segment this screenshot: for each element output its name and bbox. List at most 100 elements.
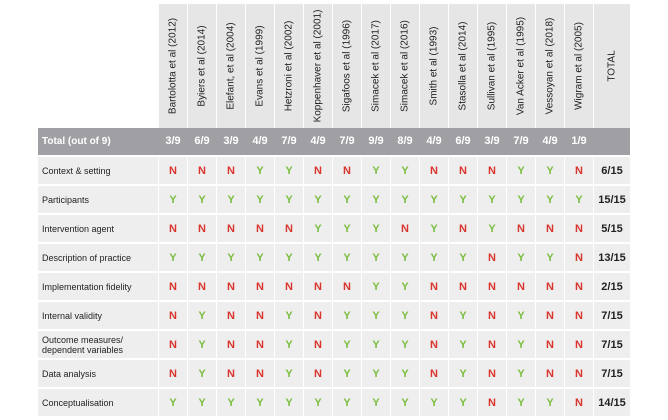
criterion-not-met-mark: N — [420, 273, 448, 300]
criterion-met-mark: Y — [536, 186, 564, 213]
criterion-met-mark: Y — [333, 360, 361, 387]
criterion-not-met-mark: N — [565, 331, 593, 358]
criterion-total: 6/15 — [594, 157, 630, 184]
criterion-met-mark: Y — [536, 244, 564, 271]
study-header: Simacek et al (2017) — [362, 4, 390, 128]
criterion-met-mark: Y — [362, 273, 390, 300]
criterion-total: 7/15 — [594, 331, 630, 358]
criterion-not-met-mark: N — [246, 273, 274, 300]
criterion-not-met-mark: N — [304, 360, 332, 387]
criterion-not-met-mark: N — [449, 215, 477, 242]
criterion-met-mark: Y — [449, 186, 477, 213]
criterion-met-mark: Y — [304, 389, 332, 416]
study-score: 3/9 — [223, 135, 239, 147]
criterion-not-met-mark: N — [536, 302, 564, 329]
criterion-not-met-mark: N — [565, 157, 593, 184]
criterion-not-met-mark: N — [275, 273, 303, 300]
criterion-met-mark: Y — [333, 331, 361, 358]
criterion-met-mark: Y — [275, 302, 303, 329]
criterion-not-met-mark: N — [507, 273, 535, 300]
criterion-met-mark: Y — [391, 244, 419, 271]
criterion-met-mark: Y — [362, 302, 390, 329]
criterion-met-mark: Y — [362, 157, 390, 184]
criterion-not-met-mark: N — [188, 273, 216, 300]
criterion-total: 7/15 — [594, 302, 630, 329]
study-header: Stasolla et al (2014) — [449, 4, 477, 128]
criterion-not-met-mark: N — [159, 302, 187, 329]
criterion-met-mark: Y — [275, 244, 303, 271]
criterion-total: 7/15 — [594, 360, 630, 387]
criterion-not-met-mark: N — [565, 360, 593, 387]
criterion-label: Implementation fidelity — [38, 273, 158, 300]
criterion-met-mark: Y — [507, 157, 535, 184]
criterion-label: Data analysis — [38, 360, 158, 387]
criterion-met-mark: Y — [188, 186, 216, 213]
criterion-not-met-mark: N — [159, 331, 187, 358]
criterion-met-mark: Y — [188, 244, 216, 271]
criterion-met-mark: Y — [275, 331, 303, 358]
study-name: Hetzroni et al (2002) — [283, 20, 295, 112]
criterion-met-mark: Y — [420, 215, 448, 242]
criterion-met-mark: Y — [275, 157, 303, 184]
criterion-met-mark: Y — [362, 360, 390, 387]
criterion-met-mark: Y — [507, 331, 535, 358]
criterion-met-mark: Y — [304, 244, 332, 271]
study-header: Sigafoos et al (1996) — [333, 4, 361, 128]
study-name: Evans et al (1999) — [254, 25, 266, 107]
study-name: Van Acker et al (1995) — [515, 16, 527, 116]
criterion-met-mark: Y — [536, 389, 564, 416]
study-name: Vessoyan et al (2018) — [544, 17, 556, 115]
criterion-not-met-mark: N — [478, 360, 506, 387]
study-name: Elefant, et al (2004) — [225, 22, 237, 110]
study-header: Byiers et al (2014) — [188, 4, 216, 128]
criterion-not-met-mark: N — [478, 244, 506, 271]
criterion-met-mark: Y — [478, 215, 506, 242]
study-header: Evans et al (1999) — [246, 4, 274, 128]
criterion-met-mark: Y — [333, 244, 361, 271]
criterion-met-mark: Y — [246, 244, 274, 271]
criterion-label: Participants — [38, 186, 158, 213]
criterion-not-met-mark: N — [420, 302, 448, 329]
criterion-met-mark: Y — [217, 389, 245, 416]
criterion-total: 14/15 — [594, 389, 630, 416]
criterion-met-mark: Y — [159, 186, 187, 213]
criterion-label: Intervention agent — [38, 215, 158, 242]
criterion-not-met-mark: N — [478, 273, 506, 300]
criterion-not-met-mark: N — [449, 273, 477, 300]
study-score: 7/9 — [513, 135, 529, 147]
criterion-met-mark: Y — [217, 186, 245, 213]
study-score: 1/9 — [571, 135, 587, 147]
criterion-not-met-mark: N — [217, 215, 245, 242]
study-header: Vessoyan et al (2018) — [536, 4, 564, 128]
total-header: TOTAL — [594, 4, 630, 128]
criterion-not-met-mark: N — [159, 273, 187, 300]
study-name: Smith et al (1993) — [428, 26, 440, 106]
criterion-met-mark: Y — [188, 331, 216, 358]
criterion-not-met-mark: N — [420, 331, 448, 358]
criterion-label: Description of practice — [38, 244, 158, 271]
study-header: Elefant, et al (2004) — [217, 4, 245, 128]
criterion-met-mark: Y — [391, 186, 419, 213]
study-score: 4/9 — [252, 135, 268, 147]
study-name: Bartolotta et al (2012) — [167, 17, 179, 115]
criterion-not-met-mark: N — [304, 273, 332, 300]
study-header: Wigram et al (2005) — [565, 4, 593, 128]
study-score: 3/9 — [484, 135, 500, 147]
criterion-met-mark: Y — [246, 389, 274, 416]
criterion-met-mark: Y — [391, 389, 419, 416]
criterion-total: 13/15 — [594, 244, 630, 271]
criterion-met-mark: Y — [391, 273, 419, 300]
criterion-met-mark: Y — [536, 157, 564, 184]
criterion-not-met-mark: N — [217, 157, 245, 184]
criterion-met-mark: Y — [478, 186, 506, 213]
criterion-met-mark: Y — [333, 389, 361, 416]
study-score: 4/9 — [310, 135, 326, 147]
criterion-label: Internal validity — [38, 302, 158, 329]
criterion-met-mark: Y — [420, 389, 448, 416]
total-header-label: TOTAL — [606, 50, 618, 82]
study-name: Byiers et al (2014) — [196, 25, 208, 107]
criterion-not-met-mark: N — [536, 273, 564, 300]
study-score: 7/9 — [281, 135, 297, 147]
criterion-met-mark: Y — [275, 360, 303, 387]
study-name: Sigafoos et al (1996) — [341, 19, 353, 113]
